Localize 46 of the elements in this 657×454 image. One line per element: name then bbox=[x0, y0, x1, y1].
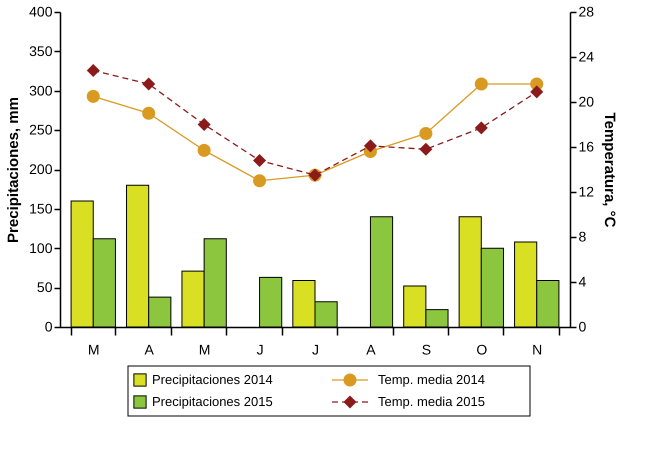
point bbox=[474, 77, 488, 91]
x-tick-label: M bbox=[88, 342, 100, 358]
y-tick-label: 100 bbox=[29, 240, 53, 256]
y2-tick-label: 28 bbox=[578, 4, 594, 20]
y-tick-label: 300 bbox=[29, 82, 53, 98]
x-tick-label: A bbox=[366, 342, 376, 358]
y2-tick-label: 0 bbox=[578, 318, 586, 334]
legend-label: Precipitaciones 2014 bbox=[152, 372, 273, 387]
y2-tick-label: 8 bbox=[578, 228, 586, 244]
legend-label: Temp. media 2015 bbox=[378, 394, 485, 409]
y-tick-label: 50 bbox=[36, 279, 53, 296]
point bbox=[198, 118, 211, 132]
x-tick-label: J bbox=[256, 342, 264, 358]
point bbox=[86, 90, 100, 103]
point bbox=[419, 142, 432, 156]
legend-label: Precipitaciones 2015 bbox=[152, 394, 273, 409]
point bbox=[530, 85, 544, 98]
x-tick-label: N bbox=[532, 342, 542, 358]
x-tick-label: O bbox=[476, 342, 488, 358]
x-tick-label: M bbox=[198, 342, 210, 358]
point bbox=[142, 106, 156, 120]
x-tick-label: A bbox=[144, 342, 155, 358]
y2-axis-title: Temperatura, °C bbox=[601, 112, 618, 228]
y-tick-label: 350 bbox=[29, 42, 53, 59]
y2-tick-label: 24 bbox=[578, 48, 594, 64]
point bbox=[253, 154, 266, 168]
point bbox=[474, 121, 488, 134]
point bbox=[198, 144, 211, 157]
point bbox=[86, 64, 100, 78]
y2-tick-label: 4 bbox=[578, 274, 586, 290]
point bbox=[253, 174, 266, 188]
y2-tick-label: 20 bbox=[578, 94, 594, 110]
y-tick-label: 250 bbox=[29, 122, 53, 138]
y-tick-label: 0 bbox=[44, 318, 53, 334]
legend-label: Temp. media 2014 bbox=[378, 372, 485, 387]
y2-tick-label: 16 bbox=[578, 138, 594, 154]
y-tick-label: 200 bbox=[29, 161, 53, 177]
x-tick-label: S bbox=[422, 342, 432, 358]
y2-tick-label: 12 bbox=[578, 184, 594, 200]
y-axis-title: Precipitaciones, mm bbox=[5, 97, 22, 243]
point bbox=[364, 139, 377, 152]
point bbox=[419, 126, 432, 140]
y-tick-label: 400 bbox=[29, 4, 53, 20]
y-tick-label: 150 bbox=[29, 200, 53, 216]
point bbox=[142, 77, 156, 91]
x-tick-label: J bbox=[312, 342, 319, 358]
